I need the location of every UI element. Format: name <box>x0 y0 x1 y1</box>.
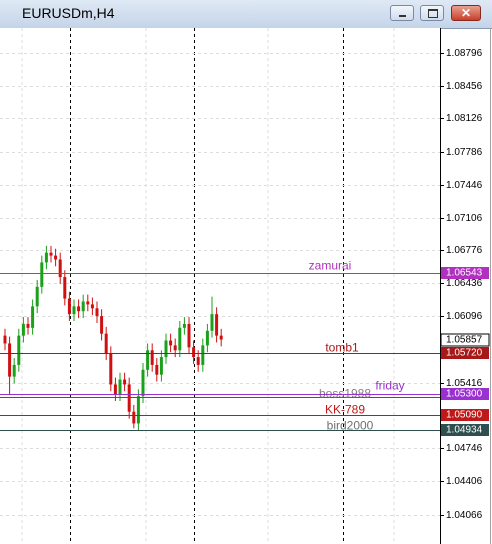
y-tick-label: 1.07106 <box>446 213 483 224</box>
current-price-label: 1.05857 <box>446 335 483 346</box>
candle-body <box>182 323 186 328</box>
price-label: 1.05300 <box>446 389 483 400</box>
candle-body <box>192 347 196 358</box>
vertical-grid <box>21 28 395 544</box>
candle-body <box>136 396 140 424</box>
title-bar: EURUSDm,H4 ✕ <box>0 0 492 29</box>
candle-body <box>77 306 81 312</box>
minimize-button[interactable] <box>390 5 414 21</box>
candle-body <box>159 357 163 375</box>
candle-body <box>58 259 62 278</box>
y-tick-label: 1.06436 <box>446 278 483 289</box>
candle-body <box>35 286 39 307</box>
price-label: 1.04934 <box>446 425 483 436</box>
period-separators <box>70 28 344 544</box>
candle-body <box>215 314 219 336</box>
y-tick-label: 1.04746 <box>446 443 483 454</box>
candle-body <box>40 262 44 287</box>
close-button[interactable]: ✕ <box>451 5 481 21</box>
candle-body <box>109 353 113 385</box>
candle-body <box>90 304 94 309</box>
price-label-box <box>441 267 489 279</box>
plot-area <box>0 28 440 544</box>
maximize-button[interactable] <box>420 5 444 21</box>
candle-body <box>219 335 223 340</box>
y-tick-label: 1.05416 <box>446 378 483 389</box>
candle-body <box>127 384 131 412</box>
candle-body <box>17 335 21 365</box>
y-tick-label: 1.07786 <box>446 147 483 158</box>
candle-body <box>205 330 209 346</box>
candle-body <box>49 252 53 256</box>
candle-body <box>54 255 58 260</box>
level-name: zamurai <box>309 259 352 273</box>
price-label-box <box>441 388 489 400</box>
level-name: boss1988 <box>319 387 371 401</box>
y-tick-label: 1.06096 <box>446 311 483 322</box>
candle-body <box>86 301 90 305</box>
window-title: EURUSDm,H4 <box>22 5 115 21</box>
candle-body <box>123 379 127 385</box>
candle-body <box>201 345 205 365</box>
price-label: 1.06543 <box>446 268 483 279</box>
candle-body <box>155 364 159 375</box>
candle-body <box>196 357 200 365</box>
level-name: friday <box>375 379 404 393</box>
level-name: bird2000 <box>327 419 374 433</box>
candle-body <box>104 333 108 354</box>
candle-body <box>132 411 136 424</box>
candle-body <box>67 298 71 315</box>
candle-body <box>169 340 173 346</box>
current-price-box <box>440 333 490 347</box>
candle-body <box>164 340 168 358</box>
price-label-box <box>441 347 489 359</box>
candle-body <box>26 323 30 328</box>
level-name: KK-789 <box>325 403 365 417</box>
candle-body <box>150 350 154 365</box>
candle-body <box>63 277 67 299</box>
price-label-box <box>441 424 489 436</box>
candle-body <box>21 323 25 336</box>
candle-body <box>8 343 12 377</box>
y-tick-label: 1.08126 <box>446 113 483 124</box>
candle-body <box>3 335 7 344</box>
candle-body <box>210 314 214 331</box>
candle-body <box>100 316 104 334</box>
y-tick-label: 1.04406 <box>446 476 483 487</box>
y-tick-label: 1.08456 <box>446 81 483 92</box>
y-tick-label: 1.06776 <box>446 245 483 256</box>
y-tick-label: 1.07446 <box>446 180 483 191</box>
price-label-box <box>441 409 489 421</box>
candle-body <box>178 327 182 351</box>
y-tick-label: 1.08796 <box>446 48 483 59</box>
candle-body <box>44 252 48 263</box>
candle-body <box>81 301 85 312</box>
candle-body <box>118 379 122 395</box>
candle-body <box>146 350 150 370</box>
candle-body <box>113 384 117 395</box>
candle-body <box>12 364 16 377</box>
chart: 1.04066 1.04406 1.04746 1.05416 1.06096 1.064… <box>0 28 491 544</box>
candle-body <box>31 306 35 328</box>
price-label: 1.05720 <box>446 348 483 359</box>
y-tick-label: 1.04066 <box>446 510 483 521</box>
candle-body <box>72 306 76 315</box>
candle-body <box>141 369 145 397</box>
candle-body <box>173 345 177 351</box>
level-name: tomb1 <box>325 341 359 355</box>
candle-body <box>95 308 99 317</box>
price-label: 1.05090 <box>446 410 483 421</box>
candle-body <box>187 323 191 348</box>
